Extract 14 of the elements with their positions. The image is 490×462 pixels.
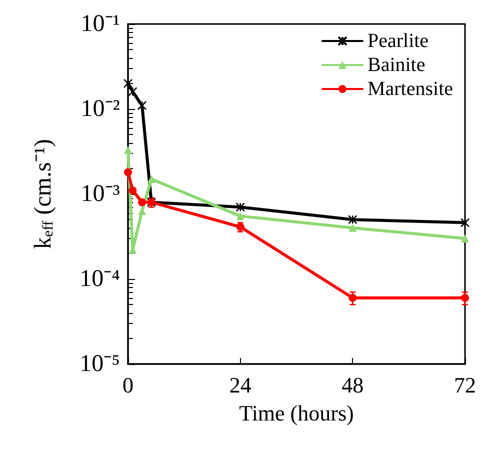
legend-label: Pearlite: [367, 30, 429, 52]
legend-label: Martensite: [367, 78, 454, 100]
y-tick-label: 10⁻³: [80, 181, 120, 207]
x-tick-label: 24: [229, 372, 252, 398]
x-tick-label: 0: [122, 372, 134, 398]
x-tick-label: 48: [342, 372, 364, 398]
y-tick-label: 10⁻⁵: [80, 351, 120, 377]
x-tick-label: 72: [454, 372, 476, 398]
legend-label: Bainite: [367, 54, 426, 76]
y-tick-label: 10⁻⁴: [80, 266, 120, 292]
y-tick-label: 10⁻²: [80, 96, 120, 122]
y-tick-label: 10⁻¹: [80, 11, 120, 37]
x-axis-title: Time (hours): [239, 400, 354, 426]
y-axis-title: keff (cm.s⁻¹): [30, 138, 57, 250]
